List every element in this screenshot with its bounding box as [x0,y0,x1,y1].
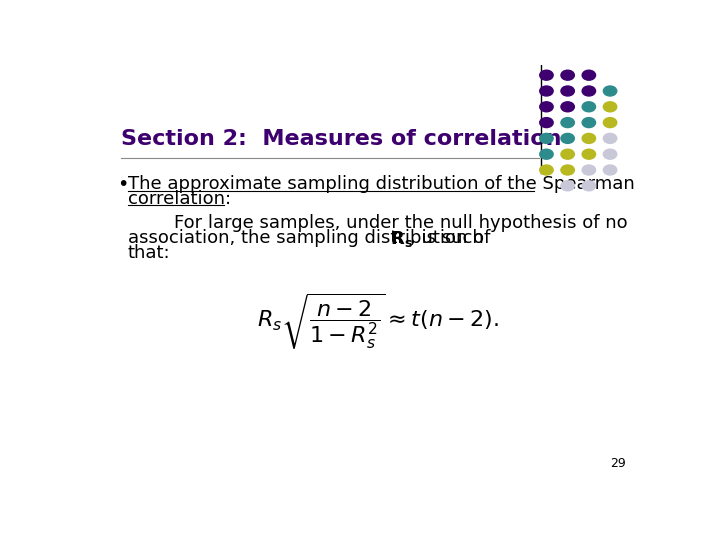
Circle shape [540,86,553,96]
Circle shape [561,118,575,127]
Circle shape [540,149,553,159]
Text: •: • [117,175,128,194]
Circle shape [561,181,575,191]
Circle shape [582,102,595,112]
Text: 29: 29 [610,457,626,470]
Circle shape [540,165,553,175]
Text: that:: that: [128,244,171,261]
Circle shape [582,118,595,127]
Circle shape [582,86,595,96]
Text: association, the sampling distribution of: association, the sampling distribution o… [128,229,496,247]
Circle shape [603,165,617,175]
Circle shape [561,133,575,144]
Circle shape [582,133,595,144]
Circle shape [540,102,553,112]
Circle shape [540,70,553,80]
Circle shape [540,118,553,127]
Circle shape [561,149,575,159]
Text: $\mathbf{R_s}$: $\mathbf{R_s}$ [390,229,413,249]
Circle shape [603,133,617,144]
Text: Section 2:  Measures of correlation: Section 2: Measures of correlation [121,129,561,149]
Circle shape [561,86,575,96]
Circle shape [582,70,595,80]
Text: $R_s\sqrt{\dfrac{n-2}{1-R_s^2}} \approx t(n-2).$: $R_s\sqrt{\dfrac{n-2}{1-R_s^2}} \approx … [258,292,500,352]
Circle shape [603,86,617,96]
Circle shape [603,149,617,159]
Circle shape [561,102,575,112]
Circle shape [561,70,575,80]
Circle shape [582,181,595,191]
Circle shape [603,102,617,112]
Circle shape [603,118,617,127]
Text: , is such: , is such [410,229,484,247]
Circle shape [582,149,595,159]
Circle shape [561,165,575,175]
Circle shape [540,133,553,144]
Circle shape [582,165,595,175]
Text: For large samples, under the null hypothesis of no: For large samples, under the null hypoth… [128,214,628,233]
Text: The approximate sampling distribution of the Spearman: The approximate sampling distribution of… [128,175,635,193]
Text: correlation:: correlation: [128,190,231,207]
